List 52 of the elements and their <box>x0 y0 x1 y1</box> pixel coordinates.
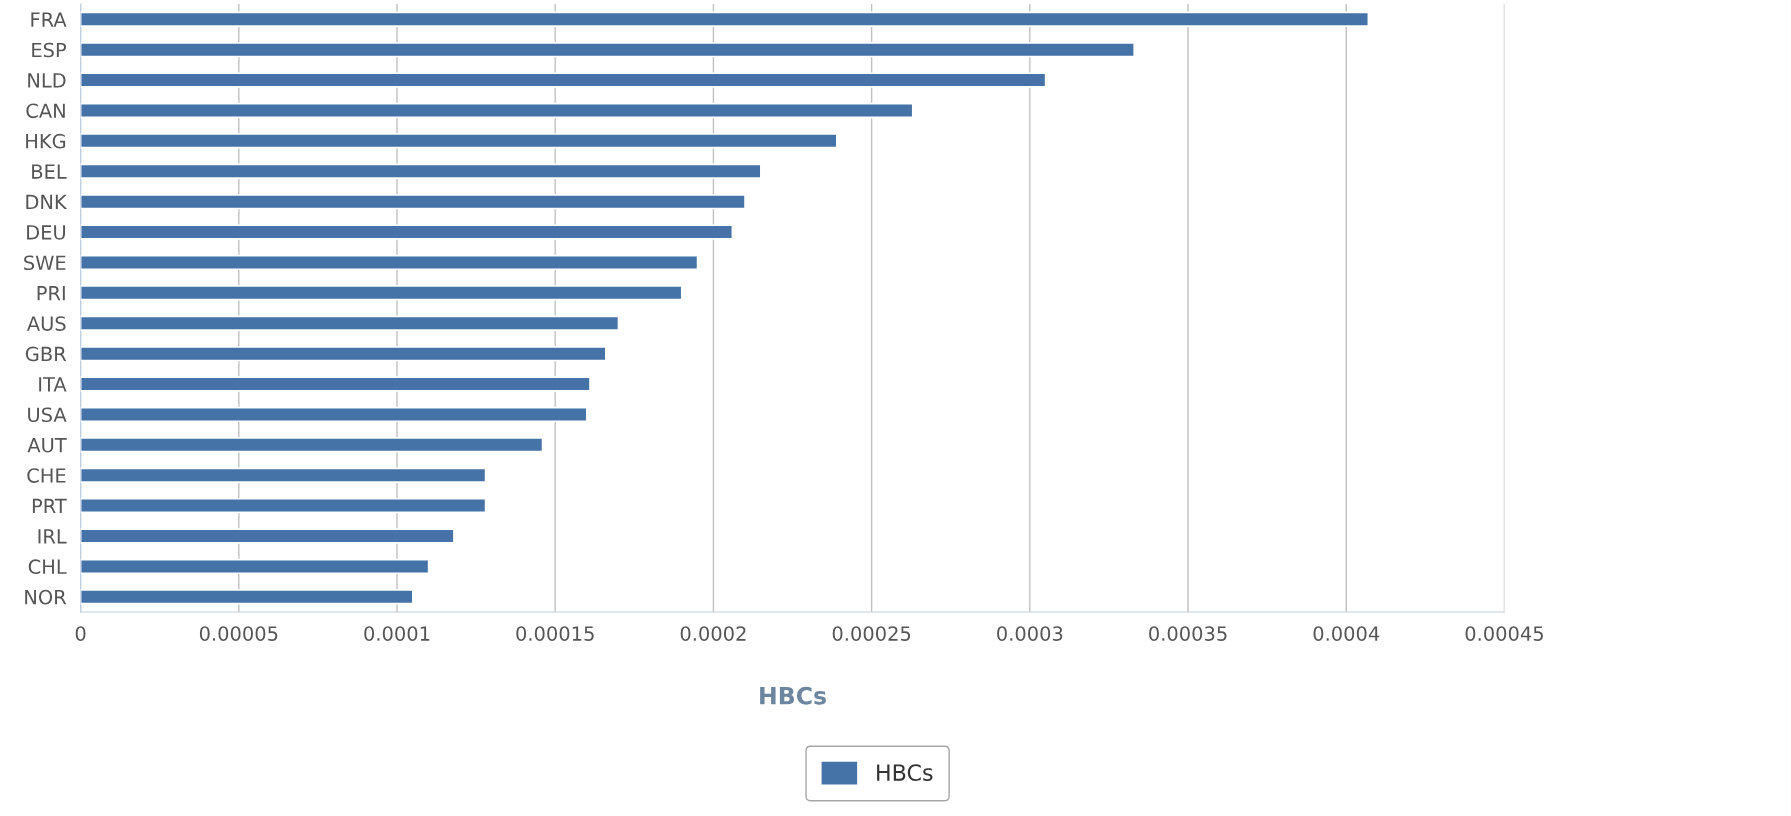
bar <box>80 285 683 301</box>
bar <box>80 41 1136 58</box>
x-tick-label: 0.0003 <box>997 626 1063 641</box>
y-tick-label: NLD <box>28 73 66 88</box>
y-tick-label: CHE <box>27 468 66 483</box>
y-tick-label: NOR <box>25 589 67 605</box>
bar <box>80 254 699 271</box>
y-tick-label: USA <box>28 407 67 423</box>
x-tick-label: 0.00045 <box>1465 626 1543 641</box>
bar <box>80 133 838 149</box>
bar <box>80 224 734 240</box>
y-tick-label: FRA <box>31 12 67 27</box>
y-tick-label: ITA <box>39 377 67 392</box>
y-tick-label: CAN <box>26 103 65 119</box>
y-tick-label: GBR <box>25 346 67 362</box>
x-axis-title: HBCs <box>760 686 826 705</box>
bar <box>80 437 544 453</box>
y-tick-label: ESP <box>32 42 67 58</box>
bar <box>80 11 1370 27</box>
bar <box>80 72 1047 88</box>
y-tick-label: AUS <box>26 316 66 331</box>
y-tick-label: IRL <box>38 529 67 544</box>
bar <box>80 406 588 423</box>
bar <box>80 558 430 575</box>
y-tick-label: HKG <box>26 133 66 149</box>
bar <box>80 315 620 331</box>
bar <box>80 589 414 605</box>
y-tick-label: SWE <box>24 255 66 271</box>
x-tick-label: 0 <box>75 626 86 641</box>
bar <box>80 467 487 483</box>
bar <box>80 497 487 514</box>
y-tick-label: PRT <box>32 498 67 513</box>
bar <box>80 163 762 179</box>
bar <box>80 376 591 392</box>
x-tick-label: 0.00025 <box>832 626 911 641</box>
bar <box>80 102 914 119</box>
bar <box>80 345 607 362</box>
x-tick-label: 0.0004 <box>1313 626 1380 641</box>
x-tick-label: 0.0002 <box>680 626 746 641</box>
y-tick-label: AUT <box>27 438 67 453</box>
y-tick-label: PRI <box>37 286 65 301</box>
y-tick-label: DNK <box>26 194 68 210</box>
x-tick-label: 0.00005 <box>199 626 278 641</box>
bar <box>80 193 746 210</box>
bar <box>80 528 455 544</box>
x-tick-label: 0.00015 <box>516 626 594 641</box>
x-tick-label: 0.00035 <box>1149 626 1227 641</box>
y-tick-label: DEU <box>27 225 66 240</box>
legend-label: HBCs <box>877 764 933 781</box>
y-tick-label: BEL <box>32 164 67 179</box>
x-tick-label: 0.0001 <box>364 626 430 641</box>
y-tick-label: CHL <box>28 559 67 575</box>
